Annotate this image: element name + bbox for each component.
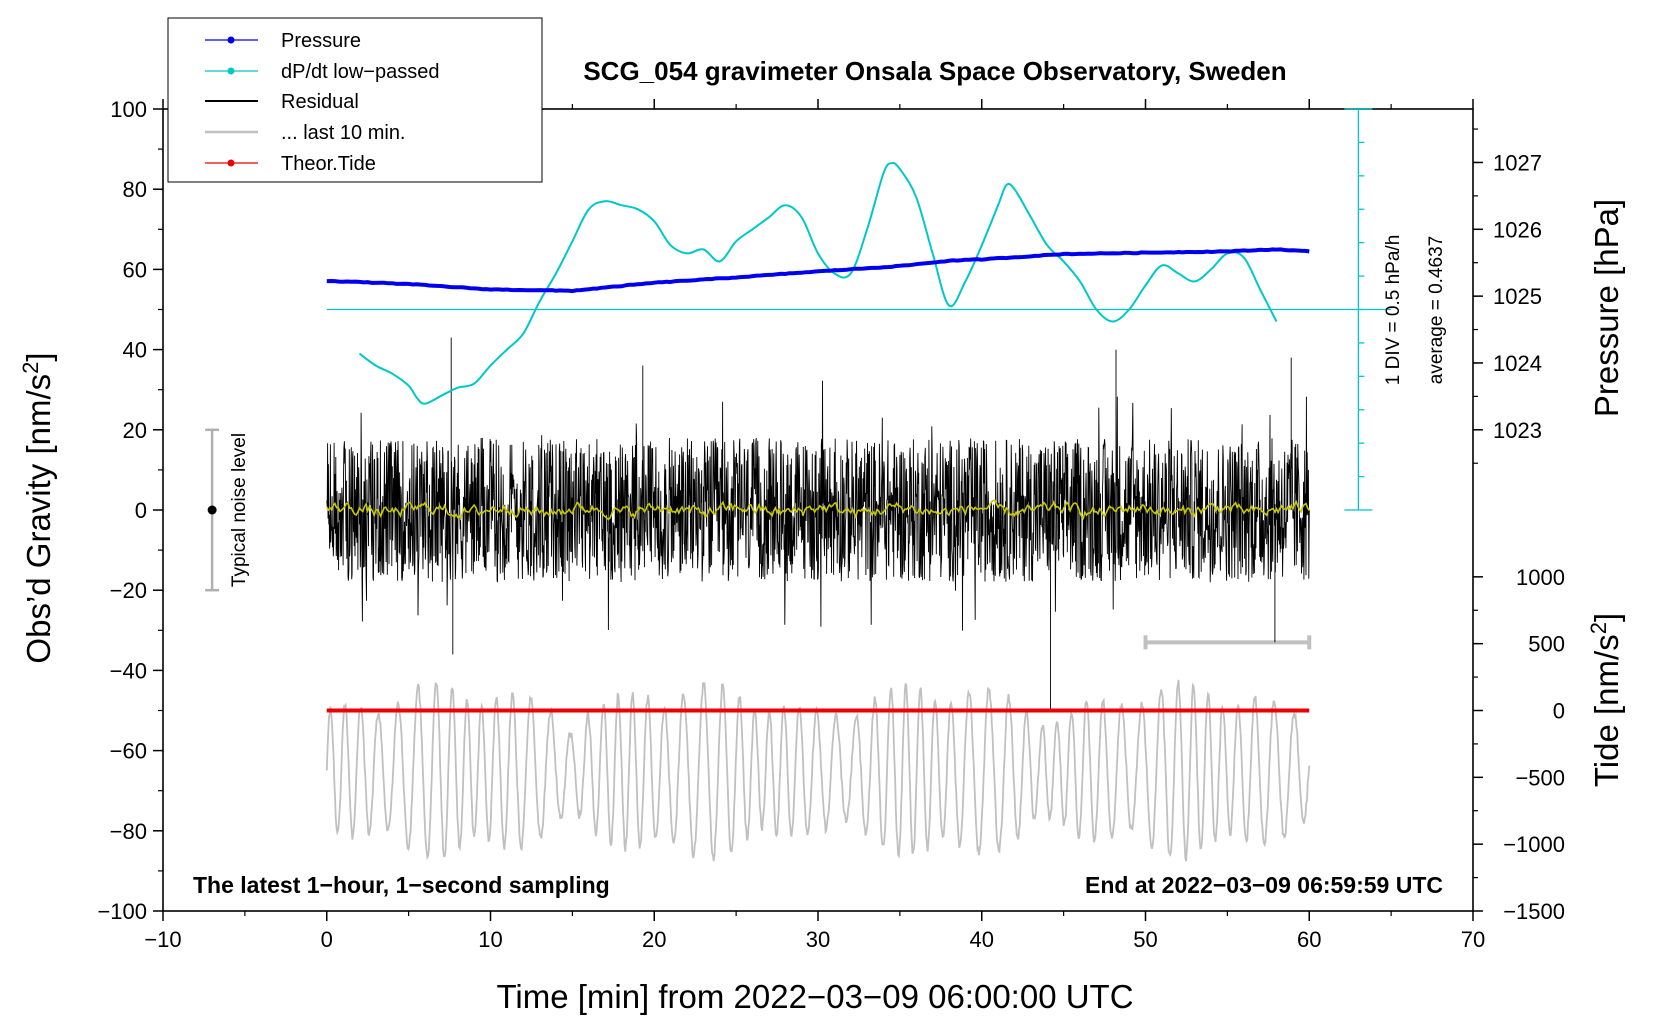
tide-axis-label-end: ] (1588, 613, 1625, 622)
residual-series-line (326, 337, 1310, 711)
pressure-tick-label: 1025 (1493, 284, 1542, 309)
legend-marker-dpdt (227, 67, 235, 75)
pressure-tick-label: 1024 (1493, 351, 1542, 376)
tide-tick-label: −1000 (1503, 832, 1565, 857)
x-tick-label: 20 (642, 927, 666, 952)
residual-smoothed-line (326, 499, 1310, 521)
x-axis-label: Time [min] from 2022−03−09 06:00:00 UTC (496, 978, 1133, 1015)
y-axis-label-end: ] (20, 352, 57, 361)
legend-label-residual: Residual (281, 91, 359, 113)
x-tick-label: 30 (806, 927, 830, 952)
tide-tick-label: 1000 (1516, 565, 1565, 590)
tide-tick-label: −1500 (1503, 899, 1565, 924)
legend-item-pressure: Pressure (205, 30, 361, 52)
x-tick-label: 40 (970, 927, 994, 952)
x-tick-label: 10 (478, 927, 502, 952)
y-tick-label: 40 (123, 338, 147, 363)
legend-label-pressure: Pressure (281, 30, 361, 52)
noise-bar-center-dot (207, 505, 217, 515)
x-tick-label: 70 (1461, 927, 1485, 952)
tide-tick-label: −500 (1515, 765, 1565, 790)
legend-marker-pressure (227, 36, 235, 44)
tide-axis-label-text: Tide [nm/s (1588, 634, 1625, 787)
axes-layer: −10 0 10 20 30 40 50 60 70−100−80−60−40−20020406… (97, 97, 1565, 952)
dpdt-average-label: average = 0.4637 (1426, 236, 1447, 384)
legend-item-last10: ... last 10 min. (205, 122, 406, 144)
y-axis-label: Obs’d Gravity [nm/s2] (18, 352, 57, 663)
y-tick-label: 20 (123, 418, 147, 443)
y-tick-label: 100 (110, 97, 147, 122)
x-tick-label: 50 (1133, 927, 1157, 952)
y-tick-label: −100 (97, 899, 147, 924)
y-axis-label-text: Obs’d Gravity [nm/s (20, 374, 57, 664)
tide-axis-label: Tide [nm/s2] (1586, 613, 1625, 787)
x-tick-label: −10 (144, 927, 181, 952)
x-tick-label: 60 (1297, 927, 1321, 952)
pressure-tick-label: 1027 (1493, 150, 1542, 175)
y-tick-label: 60 (123, 257, 147, 282)
legend-label-dpdt: dP/dt low−passed (281, 61, 439, 83)
legend: Pressure dP/dt low−passed Residual ... l… (167, 17, 543, 183)
dpdt-div-label: 1 DIV = 0.5 hPa/h (1383, 235, 1404, 386)
x-tick-label: 0 (321, 927, 333, 952)
legend-label-last10: ... last 10 min. (281, 122, 406, 144)
y-tick-label: −80 (110, 819, 147, 844)
tide-tick-label: 500 (1528, 632, 1565, 657)
pressure-tick-label: 1026 (1493, 217, 1542, 242)
y-tick-label: 0 (135, 498, 147, 523)
legend-item-residual: Residual (205, 91, 359, 113)
series-layer (205, 108, 1392, 862)
annotation-bottom-left: The latest 1−hour, 1−second sampling (193, 872, 610, 898)
legend-label-tide: Theor.Tide (281, 153, 376, 175)
chart-title: SCG_054 gravimeter Onsala Space Observat… (583, 56, 1286, 86)
tide-axis-label-sup: 2 (1586, 622, 1611, 634)
legend-item-dpdt: dP/dt low−passed (205, 61, 439, 83)
legend-item-tide: Theor.Tide (205, 153, 376, 175)
pressure-tick-label: 1023 (1493, 418, 1542, 443)
pressure-series-line (326, 247, 1310, 294)
y-axis-label-sup: 2 (18, 362, 43, 374)
y-tick-label: −60 (110, 739, 147, 764)
tide-tick-label: 0 (1553, 699, 1565, 724)
y-tick-label: −40 (110, 658, 147, 683)
last10-series-line (325, 679, 1311, 862)
legend-marker-tide (227, 159, 235, 167)
annotation-bottom-right: End at 2022−03−09 06:59:59 UTC (1085, 872, 1443, 898)
y-tick-label: 80 (123, 177, 147, 202)
pressure-axis-label: Pressure [hPa] (1588, 199, 1625, 417)
noise-level-label: Typical noise level (229, 433, 250, 587)
dpdt-series-line (358, 161, 1278, 405)
y-tick-label: −20 (110, 578, 147, 603)
